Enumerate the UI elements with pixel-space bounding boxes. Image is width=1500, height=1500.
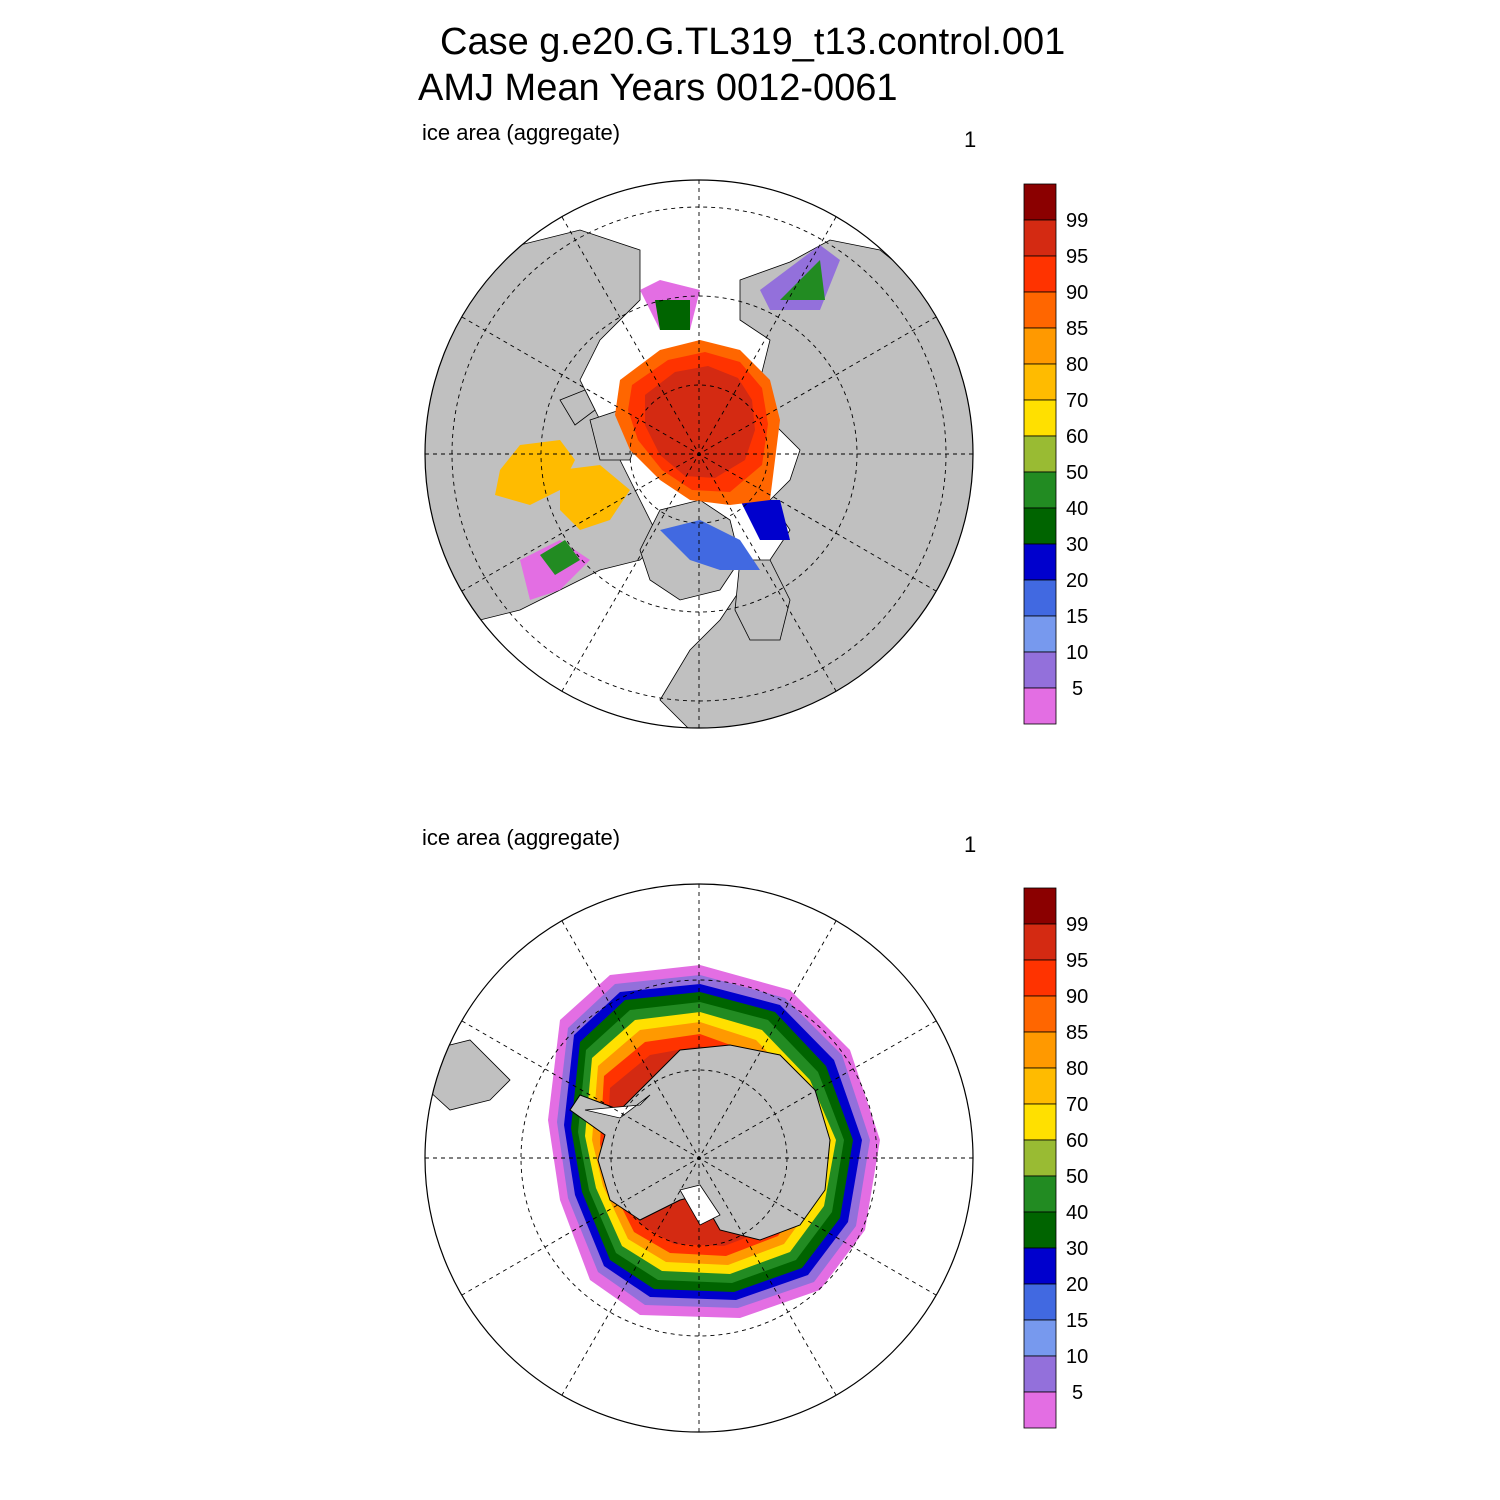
north-colorbar-box — [1023, 579, 1057, 617]
south-panel-unit: 1 — [964, 832, 977, 857]
north-colorbar-box — [1023, 471, 1057, 509]
south-colorbar-label: 20 — [1066, 1274, 1088, 1296]
south-colorbar-box — [1023, 1283, 1057, 1321]
south-colorbar-label: 95 — [1066, 950, 1088, 972]
south-colorbar-label: 30 — [1066, 1238, 1088, 1260]
south-panel-label: ice area (aggregate) — [422, 825, 621, 850]
north-polar-map — [424, 179, 974, 729]
south-colorbar-box — [1023, 1103, 1057, 1141]
north-colorbar-box — [1023, 399, 1057, 437]
antarctica-land — [569, 1044, 831, 1241]
south-colorbar-label: 60 — [1066, 1130, 1088, 1152]
south-colorbar-box — [1023, 1391, 1057, 1429]
south-colorbar-box — [1023, 1319, 1057, 1357]
north-colorbar-box — [1023, 327, 1057, 365]
south-colorbar-label: 80 — [1066, 1058, 1088, 1080]
north-colorbar-box — [1023, 255, 1057, 293]
south-colorbar-box — [1023, 887, 1057, 925]
north-colorbar-box — [1023, 543, 1057, 581]
south-colorbar-box — [1023, 1211, 1057, 1249]
north-colorbar-label: 10 — [1066, 642, 1088, 664]
south-colorbar-box — [1023, 923, 1057, 961]
north-colorbar-box — [1023, 183, 1057, 221]
south-colorbar-label: 90 — [1066, 986, 1088, 1008]
north-colorbar-label: 90 — [1066, 282, 1088, 304]
north-colorbar-label: 30 — [1066, 534, 1088, 556]
weddell-ice-shelf — [584, 1094, 651, 1119]
north-colorbar-box — [1023, 435, 1057, 473]
south-colorbar: 99 95 90 85 80 70 60 50 40 30 20 15 10 5 — [1023, 887, 1088, 1429]
north-colorbar-box — [1023, 615, 1057, 653]
north-colorbar: 99 95 90 85 80 70 60 50 40 30 20 15 10 5 — [1023, 183, 1088, 725]
north-colorbar-box — [1023, 291, 1057, 329]
south-colorbar-label: 85 — [1066, 1022, 1088, 1044]
north-colorbar-label: 60 — [1066, 426, 1088, 448]
south-colorbar-box — [1023, 959, 1057, 997]
south-colorbar-label: 50 — [1066, 1166, 1088, 1188]
north-colorbar-label: 5 — [1072, 678, 1083, 700]
north-colorbar-label: 50 — [1066, 462, 1088, 484]
south-polar-map — [424, 883, 974, 1433]
south-colorbar-box — [1023, 1355, 1057, 1393]
south-colorbar-label: 99 — [1066, 914, 1088, 936]
north-colorbar-label: 70 — [1066, 390, 1088, 412]
north-colorbar-box — [1023, 651, 1057, 689]
figure-title-line2: AMJ Mean Years 0012-0061 — [418, 67, 898, 109]
south-colorbar-box — [1023, 1067, 1057, 1105]
north-panel-unit: 1 — [964, 127, 977, 152]
north-panel-label: ice area (aggregate) — [422, 120, 621, 145]
north-colorbar-box — [1023, 219, 1057, 257]
north-colorbar-label: 15 — [1066, 606, 1088, 628]
north-colorbar-box — [1023, 507, 1057, 545]
south-graticule — [425, 884, 973, 1432]
north-colorbar-label: 40 — [1066, 498, 1088, 520]
south-colorbar-label: 15 — [1066, 1310, 1088, 1332]
north-colorbar-box — [1023, 687, 1057, 725]
south-colorbar-label: 5 — [1072, 1382, 1083, 1404]
north-colorbar-box — [1023, 363, 1057, 401]
south-colorbar-label: 10 — [1066, 1346, 1088, 1368]
south-colorbar-box — [1023, 1247, 1057, 1285]
south-colorbar-box — [1023, 1031, 1057, 1069]
north-colorbar-label: 99 — [1066, 210, 1088, 232]
south-colorbar-box — [1023, 1139, 1057, 1177]
north-colorbar-label: 85 — [1066, 318, 1088, 340]
south-colorbar-label: 70 — [1066, 1094, 1088, 1116]
south-colorbar-label: 40 — [1066, 1202, 1088, 1224]
north-sea-ice — [495, 245, 840, 600]
north-colorbar-label: 20 — [1066, 570, 1088, 592]
north-colorbar-label: 95 — [1066, 246, 1088, 268]
north-colorbar-label: 80 — [1066, 354, 1088, 376]
south-colorbar-box — [1023, 995, 1057, 1033]
figure-title-line1: Case g.e20.G.TL319_t13.control.001 — [440, 21, 1066, 63]
ross-ice-shelf — [679, 1184, 721, 1226]
north-graticule — [425, 180, 973, 728]
south-colorbar-box — [1023, 1175, 1057, 1213]
